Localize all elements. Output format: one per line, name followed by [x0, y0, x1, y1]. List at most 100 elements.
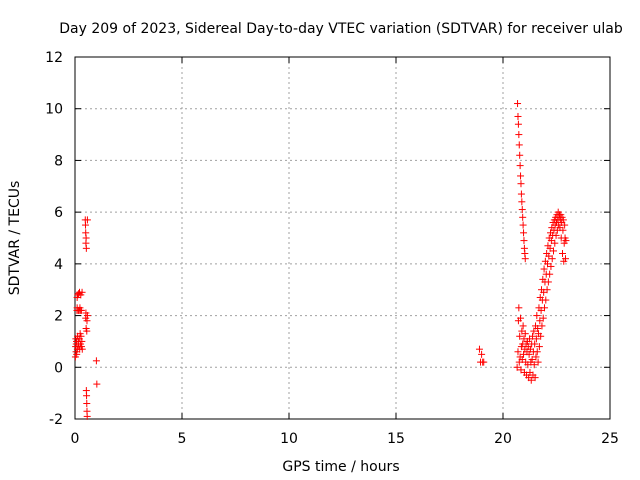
data-point	[83, 399, 91, 407]
data-point	[530, 361, 538, 369]
data-point	[514, 348, 522, 356]
data-point	[539, 314, 547, 322]
data-point	[531, 374, 539, 382]
data-point	[551, 239, 559, 247]
data-point	[517, 314, 525, 322]
x-tick-label: 25	[601, 431, 619, 447]
data-point	[544, 278, 552, 286]
data-point	[540, 265, 548, 273]
data-point	[532, 335, 540, 343]
y-tick-label: 6	[54, 205, 63, 221]
ticks: 0 5 10 15 20 25 -2 0 2 4 6 8 10 12	[45, 50, 619, 447]
data-point	[516, 151, 524, 159]
data-point	[547, 262, 555, 270]
data-point	[82, 234, 90, 242]
y-tick-label: 4	[54, 257, 63, 273]
data-point	[77, 332, 85, 340]
data-point	[533, 348, 541, 356]
data-point	[538, 322, 546, 330]
data-point	[518, 206, 526, 214]
data-point	[78, 288, 86, 296]
data-point	[83, 216, 91, 224]
x-tick-label: 10	[280, 431, 298, 447]
data-point	[558, 250, 566, 258]
data-point	[77, 306, 85, 314]
data-point	[541, 304, 549, 312]
y-tick-label: 2	[54, 309, 63, 325]
data-point	[521, 255, 529, 263]
x-tick-label: 0	[71, 431, 80, 447]
y-tick-label: 0	[54, 360, 63, 376]
data-point	[83, 312, 91, 320]
data-point	[535, 343, 543, 351]
y-tick-label: 8	[54, 153, 63, 169]
x-tick-label: 5	[178, 431, 187, 447]
x-tick-label: 20	[494, 431, 512, 447]
chart-title: Day 209 of 2023, Sidereal Day-to-day VTE…	[59, 21, 623, 37]
plot-frame	[74, 56, 611, 420]
data-point	[515, 131, 523, 139]
data-point	[518, 198, 526, 206]
data-point	[515, 304, 523, 312]
data-point	[548, 255, 556, 263]
data-point	[525, 350, 533, 358]
data-point	[519, 213, 527, 221]
data-point	[532, 353, 540, 361]
data-point	[514, 100, 522, 108]
data-point	[559, 216, 567, 224]
data-point	[93, 380, 101, 388]
data-point	[521, 330, 529, 338]
data-point	[513, 363, 521, 371]
data-point	[516, 162, 524, 170]
data-point	[78, 337, 86, 345]
data-point	[475, 345, 483, 353]
data-point	[529, 332, 537, 340]
data-point	[534, 358, 542, 366]
data-point	[533, 312, 541, 320]
data-point	[517, 172, 525, 180]
data-point	[550, 247, 558, 255]
data-point	[517, 180, 525, 188]
data-point	[531, 340, 539, 348]
y-tick-label: 10	[45, 102, 63, 118]
data-point	[480, 358, 488, 366]
data-point	[78, 345, 86, 353]
data-point	[73, 350, 81, 358]
data-point	[519, 221, 527, 229]
x-axis-label: GPS time / hours	[282, 459, 399, 475]
data-point	[83, 327, 91, 335]
data-point	[559, 226, 567, 234]
data-point	[537, 332, 545, 340]
y-tick-label: -2	[49, 412, 63, 428]
data-point	[82, 244, 90, 252]
data-point	[83, 412, 91, 420]
data-point	[530, 327, 538, 335]
data-point	[528, 356, 536, 364]
data-point	[519, 322, 527, 330]
x-tick-label: 15	[387, 431, 405, 447]
data-point	[81, 221, 89, 229]
data-point	[562, 237, 570, 245]
data-point	[83, 392, 91, 400]
data-point	[546, 270, 554, 278]
data-point	[520, 237, 528, 245]
data-point	[516, 332, 524, 340]
data-point	[92, 357, 100, 365]
data-point	[514, 112, 522, 120]
data-point	[561, 221, 569, 229]
data-point	[552, 231, 560, 239]
data-point	[527, 376, 535, 384]
data-points	[71, 100, 570, 420]
y-tick-label: 12	[45, 50, 63, 66]
data-point	[561, 255, 569, 263]
data-point	[534, 325, 542, 332]
y-axis-label: SDTVAR / TECUs	[7, 181, 23, 296]
data-point	[520, 229, 528, 237]
data-point	[478, 350, 486, 358]
data-point	[517, 190, 525, 198]
data-point	[515, 141, 523, 149]
data-point	[542, 296, 550, 304]
data-point	[543, 286, 551, 294]
data-point	[514, 120, 522, 128]
